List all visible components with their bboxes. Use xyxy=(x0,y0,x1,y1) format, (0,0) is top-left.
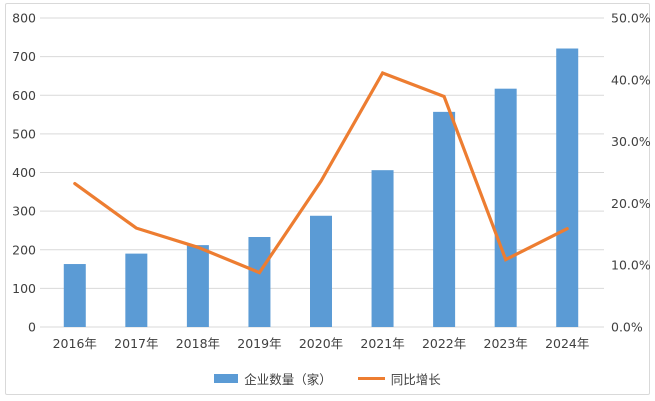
left-axis-labels: 0 100 200 300 400 500 600 700 800 xyxy=(12,11,36,335)
x-axis-tick: 2017年 xyxy=(114,336,158,351)
right-axis-tick: 20.0% xyxy=(611,196,651,211)
line-series-swatch-icon xyxy=(357,376,385,380)
x-axis-tick: 2020年 xyxy=(299,336,343,351)
x-axis-tick: 2019年 xyxy=(237,336,281,351)
right-axis-tick: 10.0% xyxy=(611,258,651,273)
left-axis-tick: 200 xyxy=(12,242,36,257)
legend-label-bar-series: 企业数量（家） xyxy=(244,371,332,387)
bar-series-swatch-icon xyxy=(214,373,239,383)
x-axis-tick: 2024年 xyxy=(545,336,589,351)
right-axis-tick: 0.0% xyxy=(611,320,643,335)
bar-2016年 xyxy=(63,264,86,327)
bar-2019年 xyxy=(248,237,271,327)
left-axis-tick: 600 xyxy=(12,88,36,103)
left-axis-tick: 800 xyxy=(12,11,36,26)
growth-line xyxy=(73,71,569,275)
x-axis-tick: 2021年 xyxy=(360,336,404,351)
legend-item-bar-series: 企业数量（家） xyxy=(214,369,332,388)
left-axis-tick: 100 xyxy=(12,281,36,296)
bar-2020年 xyxy=(310,215,332,327)
left-axis-tick: 500 xyxy=(12,126,36,141)
x-axis-tick: 2022年 xyxy=(422,336,466,351)
right-axis-tick: 40.0% xyxy=(611,72,651,87)
x-axis-tick: 2018年 xyxy=(176,336,220,351)
bar-series xyxy=(63,48,579,328)
x-axis-tick: 2016年 xyxy=(53,336,97,351)
legend-label-line-series: 同比增长 xyxy=(390,371,441,387)
line-series xyxy=(73,71,569,275)
left-axis-tick: 300 xyxy=(12,204,36,219)
left-axis-tick: 700 xyxy=(12,49,36,64)
bar-2018年 xyxy=(186,245,209,327)
legend-item-line-series: 同比增长 xyxy=(357,369,441,388)
bar-2017年 xyxy=(125,253,148,327)
right-axis-tick: 30.0% xyxy=(611,134,651,149)
bar-2023年 xyxy=(494,88,517,327)
left-axis-tick: 0 xyxy=(28,320,36,335)
bar-2024年 xyxy=(556,48,579,328)
x-axis-labels: 2016年 2017年 2018年 2019年 2020年 2021年 2022年 2023年… xyxy=(53,336,590,351)
legend: 企业数量（家） 同比增长 xyxy=(0,366,655,390)
right-axis-labels: 0.0% 10.0% 20.0% 30.0% 40.0% 50.0% xyxy=(611,11,651,335)
right-axis-tick: 50.0% xyxy=(611,11,651,26)
left-axis-tick: 400 xyxy=(12,165,36,180)
bar-2022年 xyxy=(433,111,456,327)
x-axis-tick: 2023年 xyxy=(484,336,528,351)
bar-2021年 xyxy=(371,170,394,327)
